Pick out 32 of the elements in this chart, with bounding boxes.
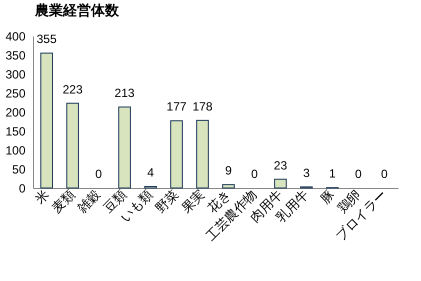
data-label: 223	[62, 82, 83, 96]
data-label: 0	[95, 167, 102, 181]
bar	[196, 120, 209, 188]
bar	[274, 178, 287, 188]
y-tick-label: 200	[5, 106, 26, 120]
y-tick-label: 0	[18, 182, 26, 196]
y-tick-label: 150	[5, 124, 26, 138]
bar	[118, 106, 131, 188]
y-tick-label: 350	[5, 48, 26, 62]
data-label: 178	[192, 99, 213, 114]
data-label: 177	[166, 100, 187, 114]
bar	[40, 52, 53, 188]
y-tick-label: 250	[5, 86, 26, 100]
data-label: 0	[251, 167, 258, 181]
data-label: 0	[355, 167, 362, 181]
bar	[66, 102, 79, 188]
chart-title: 農業経営体数	[34, 2, 120, 18]
data-label: 0	[381, 167, 388, 181]
data-label: 213	[114, 86, 135, 100]
data-label: 4	[147, 165, 154, 180]
bar	[170, 120, 183, 188]
data-label: 1	[329, 166, 336, 181]
bar	[222, 184, 235, 188]
x-tick-label: 豚	[318, 186, 338, 207]
y-tick-label: 300	[5, 68, 26, 82]
y-tick-label: 100	[5, 144, 26, 158]
data-label: 9	[225, 164, 232, 178]
data-label: 355	[36, 32, 57, 46]
y-tick-label: 50	[12, 162, 26, 176]
data-label: 23	[274, 158, 288, 172]
data-label: 3	[303, 166, 310, 180]
y-tick-label: 400	[5, 30, 26, 44]
